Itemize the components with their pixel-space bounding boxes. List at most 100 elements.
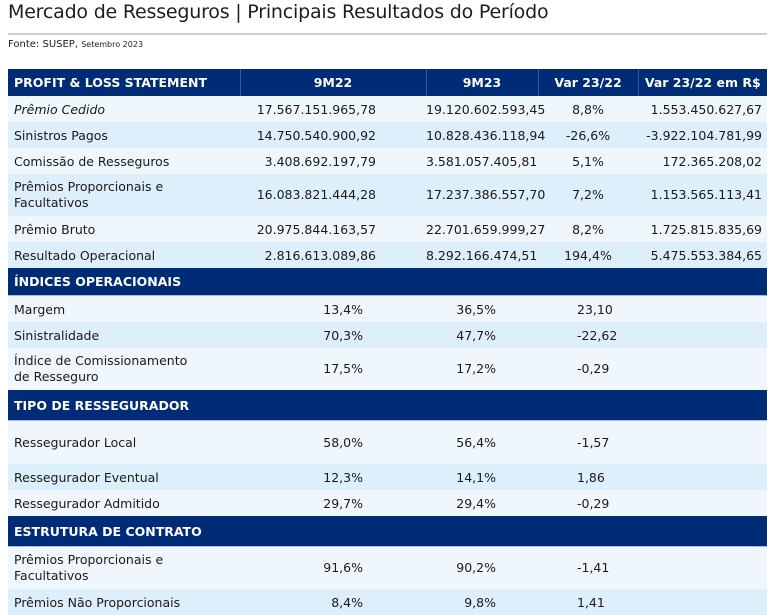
- section-title: TIPO DE RESSEGURADOR: [8, 390, 767, 421]
- cell-9m23: 8.292.166.474,51: [426, 247, 538, 263]
- cell-var: 1,41: [577, 594, 605, 610]
- row-label-line2: Facultativos: [14, 195, 89, 210]
- cell-var: -22,62: [577, 327, 618, 343]
- cell-9m23: 10.828.436.118,94: [426, 127, 546, 143]
- cell-9m22: 17,5%: [323, 361, 363, 376]
- row-label-line1: Prêmios Proporcionais e: [14, 552, 164, 567]
- row-label: Ressegurador Eventual: [8, 464, 240, 490]
- cell-9m22: 3.408.692.197,79: [264, 153, 376, 169]
- cell-9m23: 47,7%: [456, 327, 496, 343]
- cell-var-rs: 1.725.815.835,69: [650, 221, 762, 237]
- row-label: Prêmio Cedido: [8, 96, 240, 122]
- cell-9m23: 19.120.602.593,45: [426, 101, 546, 117]
- cell-9m23: 17,2%: [456, 361, 496, 376]
- cell-9m22: 29,7%: [323, 495, 363, 511]
- row-label: Resultado Operacional: [8, 242, 240, 268]
- section-title: ÍNDICES OPERACIONAIS: [8, 268, 767, 296]
- row-label: Ressegurador Admitido: [8, 490, 240, 516]
- row-label: Prêmios Não Proporcionais: [8, 589, 240, 615]
- cell-9m22: 13,4%: [323, 301, 363, 317]
- cell-var: 7,2%: [572, 187, 604, 202]
- cell-9m22: 91,6%: [323, 560, 363, 575]
- cell-var: 8,8%: [572, 101, 604, 117]
- table-row: Prêmios Proporcionais e Facultativos 16.…: [8, 174, 767, 216]
- cell-var-rs: 1.553.450.627,67: [650, 101, 762, 117]
- cell-9m22: 12,3%: [323, 469, 363, 485]
- cell-var: -1,57: [577, 435, 610, 450]
- column-header-statement: PROFIT & LOSS STATEMENT: [8, 69, 240, 96]
- table-row: Prêmio Cedido 17.567.151.965,78 19.120.6…: [8, 96, 767, 122]
- row-label: Índice de Comissionamento de Resseguro: [8, 348, 240, 390]
- row-label-line2: de Resseguro: [14, 369, 99, 384]
- cell-9m22: 58,0%: [323, 435, 363, 450]
- cell-var-rs: 1.153.565.113,41: [650, 187, 762, 202]
- cell-var: 23,10: [577, 301, 613, 317]
- table-row: Margem 13,4% 36,5% 23,10: [8, 295, 767, 322]
- page-title: Mercado de Resseguros | Principais Resul…: [8, 1, 549, 23]
- row-label: Comissão de Resseguros: [8, 148, 240, 174]
- cell-9m23: 3.581.057.405,81: [426, 153, 538, 169]
- cell-var: 8,2%: [572, 221, 604, 237]
- column-header-9m22: 9M22: [239, 69, 426, 96]
- table-row: Resultado Operacional 2.816.613.089,86 8…: [8, 242, 767, 268]
- table-row: Índice de Comissionamento de Resseguro 1…: [8, 348, 767, 390]
- cell-9m23: 9,8%: [464, 594, 496, 610]
- row-label: Margem: [8, 295, 240, 322]
- source-date: Setembro 2023: [81, 40, 144, 49]
- row-label-line1: Prêmios Proporcionais e: [14, 179, 164, 194]
- cell-9m22: 16.083.821.444,28: [256, 187, 376, 202]
- table-row: Comissão de Resseguros 3.408.692.197,79 …: [8, 148, 767, 174]
- cell-9m23: 36,5%: [456, 301, 496, 317]
- table-row: Ressegurador Admitido 29,7% 29,4% -0,29: [8, 490, 767, 516]
- row-label: Sinistros Pagos: [8, 122, 240, 148]
- table-row: Ressegurador Eventual 12,3% 14,1% 1,86: [8, 464, 767, 490]
- source-label: Fonte: SUSEP,: [8, 39, 79, 50]
- cell-9m23: 17.237.386.557,70: [426, 187, 546, 202]
- column-header-9m23: 9M23: [425, 69, 538, 96]
- row-label: Prêmio Bruto: [8, 216, 240, 242]
- table-row: Prêmio Bruto 20.975.844.163,57 22.701.65…: [8, 216, 767, 242]
- cell-9m22: 17.567.151.965,78: [256, 101, 376, 117]
- row-label: Ressegurador Local: [8, 420, 240, 464]
- cell-9m23: 56,4%: [456, 435, 496, 450]
- source-note: Fonte: SUSEP, Setembro 2023: [8, 39, 143, 50]
- cell-var-rs: -3.922.104.781,99: [646, 127, 762, 143]
- cell-var: 194,4%: [564, 247, 612, 263]
- row-label-line1: Índice de Comissionamento: [14, 353, 188, 368]
- cell-var: -0,29: [577, 361, 610, 376]
- table-row: Prêmios Proporcionais e Facultativos 91,…: [8, 546, 767, 589]
- section-header-tipo: TIPO DE RESSEGURADOR: [8, 390, 767, 421]
- table-row: Ressegurador Local 58,0% 56,4% -1,57: [8, 420, 767, 464]
- row-label: Sinistralidade: [8, 322, 240, 348]
- cell-9m22: 14.750.540.900,92: [256, 127, 376, 143]
- cell-var: -0,29: [577, 495, 610, 511]
- section-header-estrutura: ESTRUTURA DE CONTRATO: [8, 516, 767, 547]
- cell-9m23: 29,4%: [456, 495, 496, 511]
- cell-9m22: 70,3%: [323, 327, 363, 343]
- row-label-line2: Facultativos: [14, 568, 89, 583]
- cell-var-rs: 172.365.208,02: [662, 153, 762, 169]
- column-header-var-rs: Var 23/22 em R$: [637, 69, 767, 96]
- cell-9m22: 20.975.844.163,57: [256, 221, 376, 237]
- table-header-row: PROFIT & LOSS STATEMENT 9M22 9M23 Var 23…: [8, 69, 767, 96]
- cell-var: -1,41: [577, 560, 610, 575]
- column-header-var: Var 23/22: [537, 69, 638, 96]
- cell-var: 1,86: [577, 469, 605, 485]
- cell-9m23: 22.701.659.999,27: [426, 221, 546, 237]
- cell-9m22: 8,4%: [331, 594, 363, 610]
- table-row: Sinistralidade 70,3% 47,7% -22,62: [8, 322, 767, 348]
- cell-9m23: 90,2%: [456, 560, 496, 575]
- results-table: PROFIT & LOSS STATEMENT 9M22 9M23 Var 23…: [8, 69, 767, 615]
- cell-9m22: 2.816.613.089,86: [264, 247, 376, 263]
- table-row: Prêmios Não Proporcionais 8,4% 9,8% 1,41: [8, 589, 767, 615]
- cell-9m23: 14,1%: [456, 469, 496, 485]
- cell-var-rs: 5.475.553.384,65: [650, 247, 762, 263]
- cell-var: -26,6%: [565, 127, 611, 143]
- row-label: Prêmios Proporcionais e Facultativos: [8, 546, 240, 589]
- row-label: Prêmios Proporcionais e Facultativos: [8, 174, 240, 216]
- section-title: ESTRUTURA DE CONTRATO: [8, 516, 767, 547]
- table-row: Sinistros Pagos 14.750.540.900,92 10.828…: [8, 122, 767, 148]
- title-divider: [8, 33, 767, 35]
- cell-var: 5,1%: [572, 153, 604, 169]
- section-header-indices: ÍNDICES OPERACIONAIS: [8, 268, 767, 296]
